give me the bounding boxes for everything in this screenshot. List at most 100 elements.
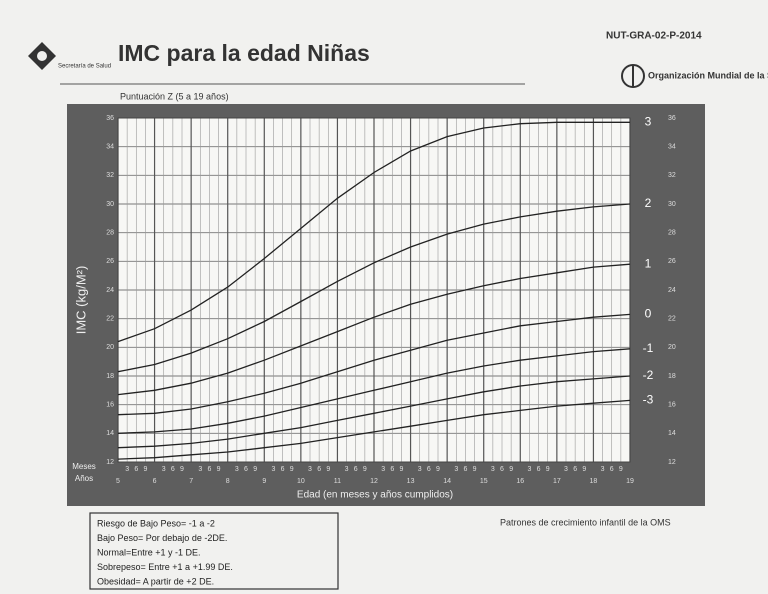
y-tick-label-right: 26 [668, 258, 676, 265]
month-tick-label: 3 [308, 466, 312, 473]
series-label: -1 [643, 341, 654, 355]
z-score-line [117, 313, 631, 416]
y-axis-title: IMC (kg/M²) [73, 266, 88, 335]
y-tick-label: 20 [106, 344, 114, 351]
month-tick-label: 3 [418, 466, 422, 473]
y-tick-label: 16 [106, 402, 114, 409]
month-tick-label: 3 [564, 466, 568, 473]
x-tick-label: 17 [553, 478, 561, 485]
month-tick-label: 6 [610, 466, 614, 473]
month-tick-label: 9 [253, 466, 257, 473]
x-axis-title: Edad (en meses y años cumplidos) [297, 490, 453, 501]
month-tick-label: 6 [134, 466, 138, 473]
ministry: Secretaría de Salud [58, 64, 111, 70]
month-row-label: Meses [72, 462, 96, 471]
series-label: 1 [645, 256, 652, 270]
month-tick-label: 9 [509, 466, 513, 473]
month-tick-label: 6 [281, 466, 285, 473]
month-tick-label: 9 [290, 466, 294, 473]
month-tick-label: 9 [326, 466, 330, 473]
month-tick-label: 6 [171, 466, 175, 473]
y-tick-label-right: 12 [668, 459, 676, 466]
y-tick-label: 30 [106, 201, 114, 208]
y-tick-label: 12 [106, 459, 114, 466]
month-tick-label: 9 [217, 466, 221, 473]
month-tick-label: 6 [244, 466, 248, 473]
x-tick-label: 18 [590, 478, 598, 485]
organization: Organización Mundial de la Salud [648, 70, 768, 80]
y-tick-label-right: 28 [668, 230, 676, 237]
who-logo [621, 64, 645, 88]
series-label: 0 [645, 307, 652, 321]
month-tick-label: 3 [527, 466, 531, 473]
year-row-label: Años [75, 474, 93, 483]
y-tick-label: 24 [106, 287, 114, 294]
month-tick-label: 6 [427, 466, 431, 473]
y-tick-label-right: 34 [668, 144, 676, 151]
series-label: -2 [643, 368, 654, 382]
y-tick-label-right: 22 [668, 316, 676, 323]
month-tick-label: 9 [363, 466, 367, 473]
month-tick-label: 3 [381, 466, 385, 473]
month-tick-label: 6 [537, 466, 541, 473]
month-tick-label: 3 [601, 466, 605, 473]
month-tick-label: 9 [582, 466, 586, 473]
month-tick-label: 3 [125, 466, 129, 473]
series-label: 2 [645, 196, 652, 210]
month-tick-label: 9 [399, 466, 403, 473]
month-tick-label: 3 [345, 466, 349, 473]
y-tick-label-right: 18 [668, 373, 676, 380]
x-tick-label: 8 [226, 478, 230, 485]
document-code: NUT-GRA-02-P-2014 [606, 31, 702, 42]
y-tick-label-right: 36 [668, 115, 676, 122]
y-tick-label-right: 14 [668, 430, 676, 437]
month-tick-label: 6 [573, 466, 577, 473]
y-tick-label: 22 [106, 316, 114, 323]
series-label: 3 [645, 114, 652, 128]
x-tick-label: 7 [189, 478, 193, 485]
series-label: -3 [643, 393, 654, 407]
month-tick-label: 9 [473, 466, 477, 473]
y-tick-label: 18 [106, 373, 114, 380]
z-score-line [117, 399, 631, 460]
month-tick-label: 3 [235, 466, 239, 473]
month-tick-label: 3 [454, 466, 458, 473]
month-tick-label: 3 [271, 466, 275, 473]
month-tick-label: 9 [546, 466, 550, 473]
notes-box [89, 512, 339, 590]
x-tick-label: 16 [516, 478, 524, 485]
x-tick-label: 19 [626, 478, 634, 485]
month-tick-label: 9 [180, 466, 184, 473]
y-tick-label: 28 [106, 230, 114, 237]
y-tick-label-right: 16 [668, 402, 676, 409]
note: Riesgo de Bajo Peso= -1 a -2 [97, 518, 215, 528]
z-score-line [117, 121, 630, 343]
month-tick-label: 9 [143, 466, 147, 473]
x-tick-label: 15 [480, 478, 488, 485]
x-tick-label: 9 [262, 478, 266, 485]
month-tick-label: 9 [619, 466, 623, 473]
y-tick-label-right: 32 [668, 172, 676, 179]
month-tick-label: 6 [207, 466, 211, 473]
note: Sobrepeso= Entre +1 a +1.99 DE. [97, 562, 233, 572]
y-tick-label-right: 30 [668, 201, 676, 208]
y-tick-label-right: 20 [668, 344, 676, 351]
chart-title: IMC para la edad Niñas [118, 40, 370, 66]
chart-subtitle: Puntuación Z (5 a 19 años) [120, 91, 229, 101]
x-tick-label: 10 [297, 478, 305, 485]
y-tick-label: 36 [106, 115, 114, 122]
month-tick-label: 6 [354, 466, 358, 473]
plot-border [117, 117, 631, 463]
source: Patrones de crecimiento infantil de la O… [500, 517, 671, 527]
note: Bajo Peso= Por debajo de -2DE. [97, 533, 227, 543]
y-tick-label: 26 [106, 258, 114, 265]
month-tick-label: 6 [317, 466, 321, 473]
note: Obesidad= A partir de +2 DE. [97, 576, 214, 586]
z-score-line [117, 375, 631, 449]
z-score-line [117, 263, 631, 396]
month-tick-label: 6 [390, 466, 394, 473]
z-score-line [117, 348, 631, 434]
x-tick-label: 6 [153, 478, 157, 485]
